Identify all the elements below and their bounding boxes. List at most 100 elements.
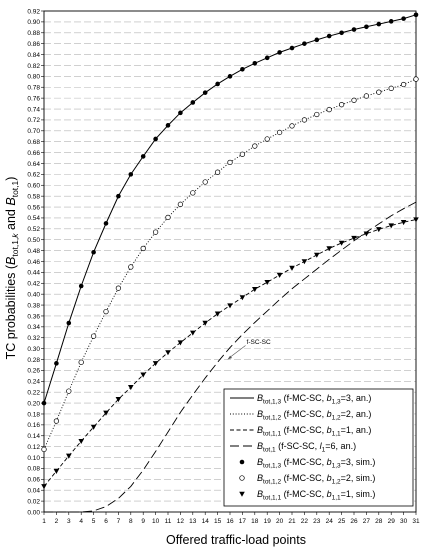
legend-label-sim12: Btot,1,2 (f-MC-SC, b1,2=2, sim.) [257, 473, 375, 486]
legend: Btot,1,3 (f-MC-SC, b1,3=3, an.) Btot,1,2 … [223, 388, 414, 507]
y-tick-label: 0.84 [27, 52, 40, 59]
data-point [351, 27, 357, 32]
data-point [264, 136, 270, 142]
data-point [78, 283, 84, 289]
x-tick-label: 15 [214, 518, 222, 525]
data-point [301, 117, 308, 123]
y-tick-label: 0.78 [27, 85, 40, 92]
y-tick-label: 0.36 [27, 313, 40, 320]
y-title-s1: tot,1, [10, 238, 20, 257]
data-point [78, 438, 84, 445]
y-tick-label: 0.38 [27, 302, 40, 309]
x-tick-label: 2 [55, 518, 59, 525]
data-point [90, 333, 97, 339]
y-tick-label: 0.12 [27, 444, 40, 451]
data-point [103, 221, 109, 226]
y-tick-label: 0.46 [27, 259, 40, 266]
data-point [165, 350, 171, 356]
y-title-s2: tot,1 [10, 180, 20, 197]
x-tick-label: 5 [92, 518, 96, 525]
annotation-arrowhead [227, 355, 233, 360]
data-point [103, 308, 109, 315]
x-tick-label: 22 [301, 518, 309, 525]
y-tick-label: 0.62 [27, 172, 40, 179]
series-sim13 [41, 12, 419, 406]
x-tick-label: 29 [388, 518, 396, 525]
x-tick-label: 27 [363, 518, 371, 525]
annotation-label: f-SC-SC [247, 339, 272, 346]
x-tick-label: 25 [338, 518, 346, 525]
y-tick-label: 0.02 [27, 498, 40, 505]
data-point [202, 320, 208, 326]
x-tick-label: 4 [79, 518, 83, 525]
x-axis-title: Offered traffic-load points [166, 533, 306, 547]
y-tick-label: 0.06 [27, 477, 40, 484]
data-point [115, 285, 122, 291]
x-tick-label: 30 [400, 518, 408, 525]
data-point [388, 85, 394, 91]
y-title-k: k [10, 233, 20, 238]
x-tick-label: 23 [313, 518, 321, 525]
data-point [41, 484, 47, 490]
data-point [140, 372, 146, 378]
data-point [363, 231, 370, 237]
data-point [400, 220, 407, 226]
x-tick-label: 6 [104, 518, 108, 525]
data-point [202, 90, 208, 95]
y-tick-label: 0.26 [27, 368, 40, 375]
data-point [128, 385, 134, 391]
data-point [190, 100, 196, 105]
y-tick-label: 0.40 [27, 291, 40, 298]
data-point [103, 410, 109, 416]
legend-swatch-sim11 [239, 491, 245, 497]
y-tick-label: 0.86 [27, 41, 40, 48]
x-tick-label: 24 [326, 518, 334, 525]
series-sim11 [41, 217, 419, 490]
data-point [338, 102, 345, 108]
data-point [239, 295, 246, 301]
data-point [116, 193, 121, 199]
series-sim12 [41, 76, 419, 453]
data-point [314, 111, 320, 118]
data-point [152, 229, 159, 235]
data-point [128, 264, 134, 270]
data-point [326, 246, 332, 252]
data-point [413, 217, 419, 223]
y-tick-label: 0.08 [27, 466, 40, 473]
legend-swatch-sim13 [239, 459, 245, 465]
y-title-b2: B [4, 197, 18, 205]
y-tick-label: 0.66 [27, 150, 40, 157]
data-point [401, 16, 406, 21]
y-tick-label: 0.58 [27, 193, 40, 200]
data-point [252, 60, 258, 66]
data-point [177, 201, 184, 207]
y-tick-label: 0.42 [27, 281, 40, 288]
data-point [289, 45, 295, 51]
data-point [388, 19, 394, 24]
data-point [66, 320, 72, 326]
data-point [165, 123, 171, 128]
data-point [413, 76, 419, 82]
data-point [339, 30, 344, 36]
data-point [140, 154, 146, 159]
data-point [264, 279, 270, 285]
data-point [363, 93, 370, 99]
y-tick-label: 0.50 [27, 237, 40, 244]
series-layer [41, 12, 419, 513]
annotation-arrow [228, 345, 246, 359]
data-point [128, 172, 134, 177]
y-tick-label: 0.04 [27, 488, 40, 495]
data-point [413, 12, 419, 18]
data-point [351, 235, 357, 241]
legend-label-an13: Btot,1,3 (f-MC-SC, b1,3=3, an.) [257, 393, 371, 406]
x-tick-label: 8 [129, 518, 133, 525]
x-tick-label: 16 [226, 518, 234, 525]
data-point [227, 74, 233, 79]
y-tick-label: 0.22 [27, 389, 40, 396]
data-point [301, 259, 308, 265]
data-point [214, 311, 221, 317]
data-point [240, 66, 245, 72]
x-tick-label: 18 [251, 518, 259, 525]
y-tick-label: 0.76 [27, 95, 40, 102]
